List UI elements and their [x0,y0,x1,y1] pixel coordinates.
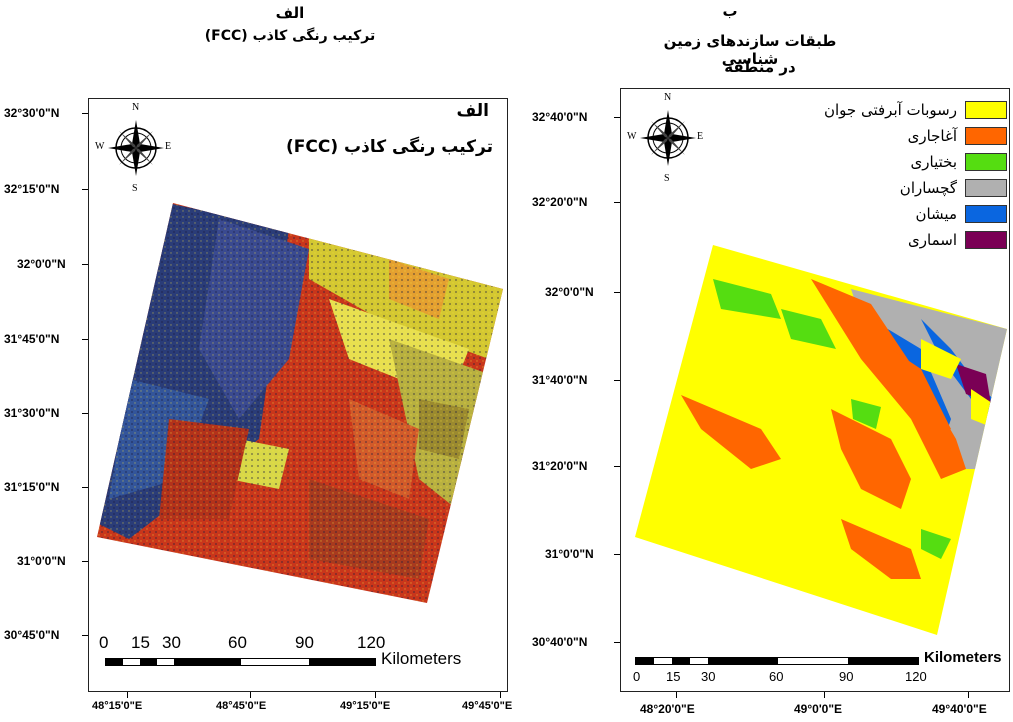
lon-label: 49°40'0"E [932,702,987,716]
south-label: S [664,173,670,184]
scale-num-90: 90 [839,669,854,684]
geology-map [635,245,1007,635]
lat-label: 31°30'0"N [4,406,60,420]
north-arrow-icon [640,110,696,166]
legend-label: آغاجاری [907,127,957,145]
scale-num-30: 30 [162,633,181,652]
lon-label: 48°20'0"E [640,702,695,716]
lon-label: 49°0'0"E [794,702,843,716]
lat-label: 30°45'0"N [4,628,60,642]
scale-num-15: 15 [666,669,681,684]
scale-num-15: 15 [131,633,150,652]
lat-label: 32°0'0"N [545,285,594,299]
lat-label: 31°40'0"N [532,373,588,387]
lat-label: 31°45'0"N [4,332,60,346]
lat-label: 31°15'0"N [4,480,60,494]
scale-bar [105,658,376,666]
left-heading-title: ترکیب رنگی کاذب (FCC) [204,28,376,44]
scale-num-0: 0 [99,633,109,652]
scale-num-90: 90 [295,633,314,652]
legend-item: بختیاری [911,153,1007,171]
scale-num-0: 0 [633,669,641,684]
right-heading-line1: طبقات سازندهای زمین شناسی [663,32,837,68]
right-heading-line2: در منطقه [724,58,796,76]
west-label: W [95,141,105,152]
lat-label: 32°40'0"N [532,110,588,124]
legend-label: اسماری [908,231,957,249]
left-heading-letter: الف [275,4,305,22]
lon-label: 48°45'0"E [216,700,267,712]
scale-bar [635,657,919,665]
lat-label: 32°15'0"N [4,182,60,196]
legend-swatch [965,205,1007,223]
fcc-satellite-image [97,203,503,603]
right-map-frame: N S W E رسوبات آبرفتی جوان آغاجاری بختیا… [620,88,1010,692]
scale-num-60: 60 [769,669,784,684]
scale-num-30: 30 [701,669,716,684]
legend-swatch [965,231,1007,249]
lat-label: 32°30'0"N [4,106,60,120]
lat-label: 30°40'0"N [532,635,588,649]
legend-label: رسوبات آبرفتی جوان [824,101,957,119]
legend-item: آغاجاری [908,127,1007,145]
south-label: S [132,183,138,194]
east-label: E [165,141,172,152]
lat-label: 32°20'0"N [532,195,588,209]
north-label: N [132,102,140,113]
west-label: W [627,131,637,142]
legend-swatch [965,153,1007,171]
scale-unit: Kilometers [381,649,462,668]
legend-label: گچساران [899,179,957,197]
scale-num-120: 120 [357,633,386,652]
left-inner-title: ترکیب رنگی کاذب (FCC) [286,137,493,157]
right-heading-letter: ب [722,2,738,20]
east-label: E [697,131,704,142]
scale-num-60: 60 [228,633,247,652]
legend-swatch [965,179,1007,197]
lon-label: 48°15'0"E [92,700,143,712]
lat-label: 31°20'0"N [532,459,588,473]
lat-label: 31°0'0"N [545,547,594,561]
scale-num-120: 120 [905,669,927,684]
lon-label: 49°15'0"E [340,700,391,712]
legend-item: گچساران [900,179,1007,197]
left-map-frame: N S W E الف ترکیب رنگی کاذب (FCC) 0 15 3… [88,98,508,692]
legend-label: میشان [915,205,957,223]
left-inner-letter: الف [456,101,489,121]
lat-label: 31°0'0"N [17,554,66,568]
legend-label: بختیاری [910,153,957,171]
north-label: N [664,92,672,103]
lat-label: 32°0'0"N [17,257,66,271]
lon-label: 49°45'0"E [462,700,513,712]
scale-unit: Kilometers [924,649,1002,666]
legend-item: رسوبات آبرفتی جوان [824,101,1007,119]
legend-swatch [965,127,1007,145]
legend-item: میشان [915,205,1007,223]
legend-swatch [965,101,1007,119]
north-arrow-icon [108,120,164,176]
legend-item: اسماری [908,231,1007,249]
